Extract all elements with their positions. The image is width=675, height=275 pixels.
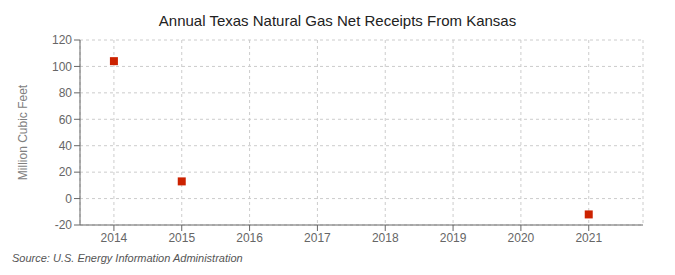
html-text:Annual Texas Natural Gas Net R: Annual Texas Natural Gas Net Receipts Fr… bbox=[158, 12, 517, 29]
svg-text:2014: 2014 bbox=[101, 231, 128, 245]
svg-text:100: 100 bbox=[52, 60, 72, 74]
svg-text:2017: 2017 bbox=[304, 231, 331, 245]
svg-text:2020: 2020 bbox=[508, 231, 535, 245]
svg-text:2015: 2015 bbox=[168, 231, 195, 245]
svg-text:80: 80 bbox=[59, 86, 73, 100]
svg-text:Million Cubic Feet: Million Cubic Feet bbox=[16, 84, 30, 180]
svg-text:20: 20 bbox=[59, 165, 73, 179]
svg-text:2021: 2021 bbox=[575, 231, 602, 245]
svg-text:0: 0 bbox=[65, 192, 72, 206]
svg-text:2016: 2016 bbox=[236, 231, 263, 245]
svg-text:2019: 2019 bbox=[440, 231, 467, 245]
svg-text:40: 40 bbox=[59, 139, 73, 153]
svg-text:60: 60 bbox=[59, 113, 73, 127]
svg-text:-20: -20 bbox=[55, 218, 73, 232]
svg-text:120: 120 bbox=[52, 34, 72, 47]
svg-text:2018: 2018 bbox=[372, 231, 399, 245]
html-text:Source: U.S. Energy Informatio: Source: U.S. Energy Information Administ… bbox=[12, 252, 243, 264]
